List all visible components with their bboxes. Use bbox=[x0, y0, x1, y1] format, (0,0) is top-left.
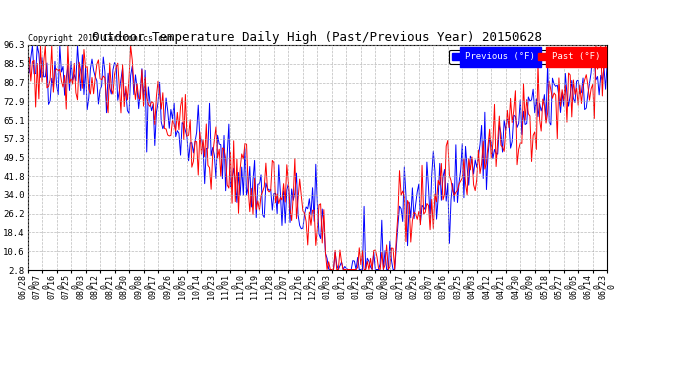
Title: Outdoor Temperature Daily High (Past/Previous Year) 20150628: Outdoor Temperature Daily High (Past/Pre… bbox=[92, 31, 542, 44]
Text: Copyright 2015 Cartronics.com: Copyright 2015 Cartronics.com bbox=[28, 34, 172, 43]
Legend: Previous (°F), Past (°F): Previous (°F), Past (°F) bbox=[449, 50, 602, 64]
